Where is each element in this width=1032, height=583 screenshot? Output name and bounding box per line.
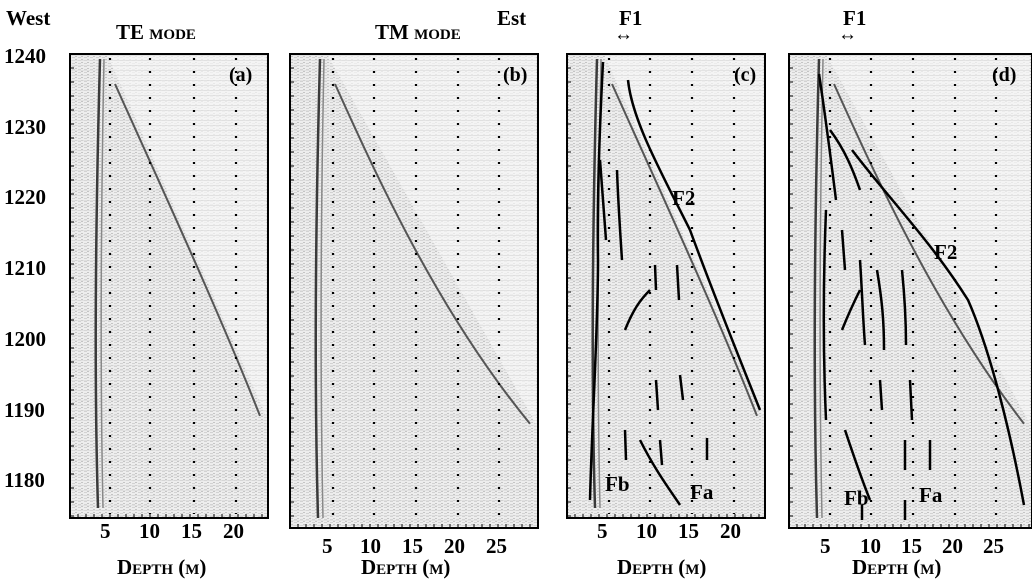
- f2-label-d: F2: [934, 240, 958, 264]
- f1-label-d: F1: [843, 6, 867, 30]
- surface-reflector: [819, 58, 824, 519]
- x-tick-label: 15: [901, 534, 922, 558]
- y-tick-label: 1210: [4, 256, 46, 280]
- fault-trace: [654, 379, 660, 411]
- x-tick-label: 10: [636, 519, 657, 543]
- x-tick-label: 15: [678, 519, 699, 543]
- surface-reflector: [591, 58, 599, 509]
- panel-frame: [788, 53, 1032, 529]
- fault-trace: [851, 149, 1026, 506]
- x-tick-label: 25: [486, 534, 507, 558]
- x-tick-label: 10: [360, 534, 381, 558]
- y-tick-label: 1220: [4, 185, 46, 209]
- fault-trace: [875, 269, 886, 351]
- fault-trace: [858, 259, 867, 346]
- fault-trace: [817, 73, 838, 201]
- fault-trace: [878, 379, 884, 411]
- fa-label-c: Fa: [690, 480, 714, 504]
- fault-trace: [658, 439, 664, 466]
- trace-stripes: [70, 54, 268, 518]
- dipping-reflector: [611, 83, 758, 417]
- fault-trace: [623, 429, 628, 461]
- surface-reflector: [94, 58, 102, 509]
- fault-trace: [840, 289, 862, 331]
- dipping-reflector: [833, 83, 1025, 425]
- x-tick-label: 10: [139, 519, 160, 543]
- fault-trace: [623, 289, 651, 331]
- x-tick-label: 25: [983, 534, 1004, 558]
- panel-frame: [566, 53, 766, 519]
- fault-trace: [840, 229, 847, 271]
- x-tick-label: 5: [597, 519, 608, 543]
- dipping-reflector: [334, 83, 531, 425]
- fault-trace: [626, 79, 762, 411]
- panel-tag-b: (b): [503, 64, 528, 86]
- te-mode-label: TE mode: [116, 20, 196, 44]
- x-tick-label: 5: [100, 519, 111, 543]
- y-tick-label: 1190: [4, 398, 45, 422]
- y-tick-label: 1180: [4, 468, 45, 492]
- x-tick-label: 20: [223, 519, 244, 543]
- dipping-reflector: [114, 83, 261, 417]
- surface-reflector: [100, 58, 105, 509]
- f1-arrow-c: ↔: [614, 24, 633, 45]
- fa-label-d: Fa: [919, 483, 943, 507]
- y-tick-label: 1200: [4, 327, 46, 351]
- x-axis-title-c: Depth (m): [617, 555, 707, 579]
- fault-trace: [822, 209, 828, 421]
- panel-frame: [289, 53, 539, 529]
- panel-tag-a: (a): [229, 64, 253, 86]
- f1-label-c: F1: [619, 6, 643, 30]
- west-label: West: [6, 6, 51, 30]
- est-label: Est: [497, 6, 527, 30]
- fault-trace: [678, 374, 685, 401]
- fault-trace: [615, 169, 624, 261]
- fault-trace: [675, 264, 681, 301]
- x-tick-label: 15: [402, 534, 423, 558]
- fault-trace: [588, 61, 605, 501]
- x-tick-label: 10: [860, 534, 881, 558]
- fault-trace: [828, 129, 862, 191]
- x-axis-title-d: Depth (m): [852, 555, 942, 579]
- x-axis-title-a: Depth (m): [117, 555, 207, 579]
- panel-tag-c: (c): [734, 64, 757, 86]
- fb-label-d: Fb: [844, 486, 869, 510]
- fault-trace: [900, 269, 908, 346]
- x-tick-label: 5: [322, 534, 333, 558]
- x-axis-title-b: Depth (m): [361, 555, 451, 579]
- surface-reflector: [813, 58, 821, 519]
- x-tick-label: 15: [181, 519, 202, 543]
- surface-reflector: [314, 58, 322, 519]
- y-tick-label: 1230: [4, 115, 46, 139]
- fault-trace: [598, 159, 608, 241]
- fault-trace: [908, 379, 914, 421]
- y-tick-label: 1240: [4, 44, 46, 68]
- panel-frame: [69, 53, 269, 519]
- x-tick-label: 20: [444, 534, 465, 558]
- x-tick-label: 20: [942, 534, 963, 558]
- surface-reflector: [320, 58, 325, 519]
- fault-trace: [843, 429, 872, 501]
- trace-stripes: [290, 54, 538, 528]
- f2-label-c: F2: [672, 186, 696, 210]
- panel-tag-d: (d): [992, 64, 1017, 86]
- x-tick-label: 5: [820, 534, 831, 558]
- tm-mode-label: TM mode: [375, 20, 461, 44]
- fb-label-c: Fb: [605, 472, 630, 496]
- x-tick-label: 20: [720, 519, 741, 543]
- fault-trace: [638, 439, 682, 506]
- f1-arrow-d: ↔: [838, 24, 857, 45]
- fault-trace: [653, 264, 658, 291]
